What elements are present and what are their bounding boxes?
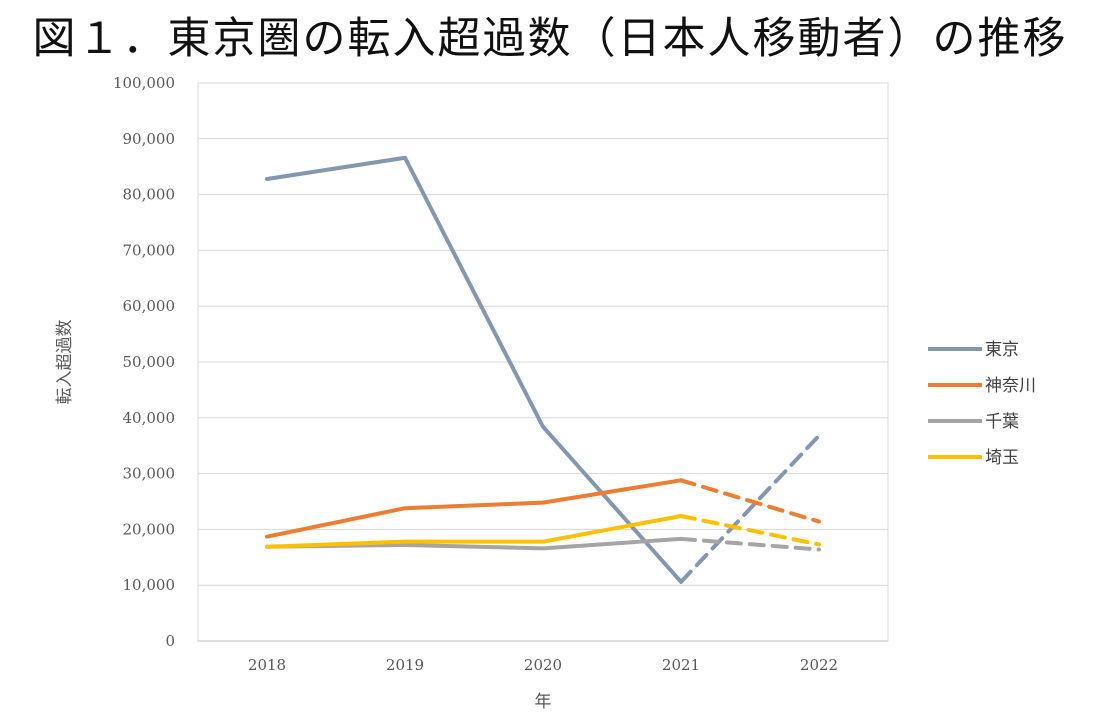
y-tick-label: 10,000 xyxy=(123,576,176,594)
y-axis-ticks: 0 10,000 20,000 30,000 40,000 50,000 60,000 70,… xyxy=(113,74,175,650)
series-line-dashed xyxy=(679,478,821,524)
y-tick-label: 20,000 xyxy=(123,520,176,538)
x-axis-ticks: 2018 2019 2020 2021 2022 xyxy=(248,656,838,674)
y-tick-label: 80,000 xyxy=(123,186,176,204)
series-line-solid xyxy=(265,514,683,549)
y-tick-label: 30,000 xyxy=(123,465,176,483)
gridlines xyxy=(198,82,888,642)
series-line-solid xyxy=(265,478,683,539)
x-tick-label: 2022 xyxy=(800,656,838,674)
x-tick-label: 2019 xyxy=(386,656,424,674)
x-tick-label: 2021 xyxy=(662,656,700,674)
series-line-dashed xyxy=(679,433,821,584)
series-line-solid xyxy=(265,155,683,584)
series-line-dashed xyxy=(679,514,821,547)
y-axis-title: 転入超過数 xyxy=(55,320,75,405)
y-tick-label: 40,000 xyxy=(123,409,176,427)
y-tick-label: 60,000 xyxy=(123,297,176,315)
y-tick-label: 0 xyxy=(165,632,175,650)
x-tick-label: 2018 xyxy=(248,656,286,674)
legend-label: 神奈川 xyxy=(985,376,1036,396)
legend-label: 埼玉 xyxy=(985,448,1019,468)
legend-label: 千葉 xyxy=(985,412,1019,432)
y-tick-label: 100,000 xyxy=(113,74,175,92)
y-tick-label: 70,000 xyxy=(123,241,176,259)
y-tick-label: 50,000 xyxy=(123,353,176,371)
x-axis-title: 年 xyxy=(535,692,552,712)
chart-title: 図１．東京圏の転入超過数（日本人移動者）の推移 xyxy=(32,14,1068,64)
series-lines xyxy=(265,155,821,584)
y-tick-label: 90,000 xyxy=(123,130,176,148)
x-tick-label: 2020 xyxy=(524,656,562,674)
legend-label: 東京 xyxy=(985,340,1019,360)
series-line-dashed xyxy=(679,536,821,552)
